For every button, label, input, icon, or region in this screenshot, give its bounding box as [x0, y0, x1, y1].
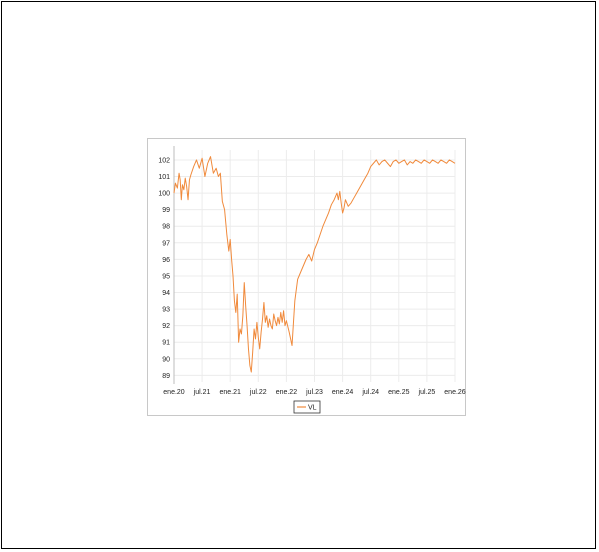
y-tick-label: 96 — [162, 257, 170, 264]
y-tick-label: 102 — [158, 157, 170, 164]
x-tick-label: jul.23 — [305, 389, 323, 396]
series-line-vl — [173, 156, 456, 373]
y-tick-label: 100 — [158, 191, 170, 198]
x-tick-label: jul.25 — [418, 389, 436, 396]
x-tick-label: ene.20 — [163, 389, 185, 396]
y-tick-label: 95 — [162, 273, 170, 280]
y-tick-label: 94 — [162, 290, 170, 297]
y-tick-label: 90 — [162, 356, 170, 363]
x-tick-label: ene.25 — [388, 389, 410, 396]
y-tick-label: 97 — [162, 240, 170, 247]
y-tick-label: 93 — [162, 307, 170, 314]
line-chart: 89 90 91 92 93 94 95 96 97 98 99 100 101 102 ene.20 jul… — [158, 146, 466, 414]
x-tick-label: jul.21 — [193, 389, 211, 396]
y-tick-label: 101 — [158, 174, 170, 181]
x-tick-label: ene.21 — [219, 389, 241, 396]
x-tick-label: ene.24 — [332, 389, 354, 396]
y-tick-label: 89 — [162, 373, 170, 380]
x-tick-label: jul.24 — [361, 389, 379, 396]
legend-box — [293, 400, 321, 414]
legend-label: VL — [308, 405, 317, 412]
y-tick-label: 91 — [162, 340, 170, 347]
y-tick-label: 98 — [162, 224, 170, 231]
x-tick-label: ene.22 — [276, 389, 298, 396]
chart-panel: 89 90 91 92 93 94 95 96 97 98 99 100 101 102 ene.20 jul… — [147, 138, 466, 416]
x-tick-label: jul.22 — [249, 389, 267, 396]
y-tick-label: 99 — [162, 207, 170, 214]
x-tick-label: ene.26 — [444, 389, 466, 396]
y-tick-label: 92 — [162, 323, 170, 330]
